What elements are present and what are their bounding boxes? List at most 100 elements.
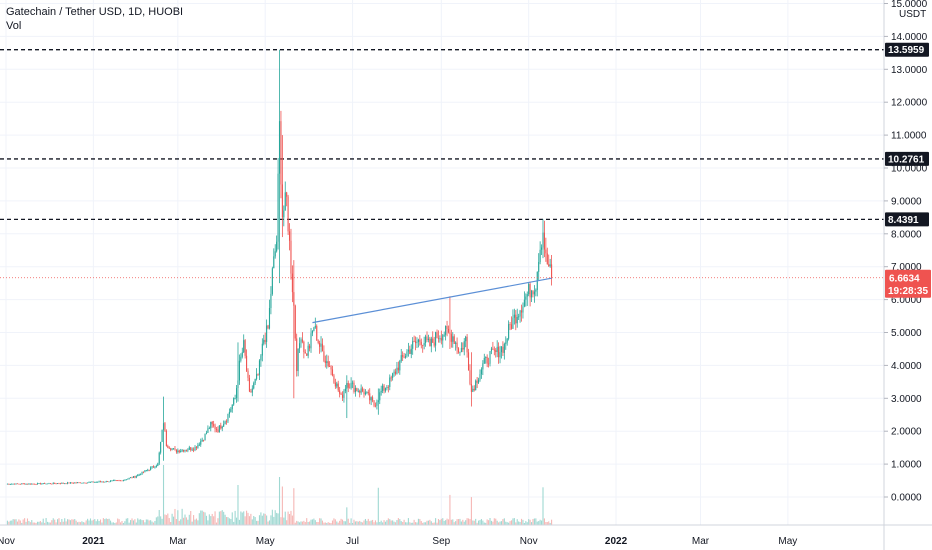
volume-bar bbox=[205, 515, 208, 525]
volume-bar bbox=[346, 507, 348, 525]
volume-bar bbox=[359, 520, 361, 525]
candle-body bbox=[99, 481, 102, 483]
candle-body bbox=[393, 371, 395, 374]
volume-bar bbox=[370, 520, 372, 525]
candle-body bbox=[532, 290, 534, 295]
y-tick-label: 10.0000 bbox=[891, 164, 928, 175]
candle-body bbox=[492, 348, 494, 350]
volume-bar bbox=[278, 477, 281, 525]
candle-body bbox=[493, 349, 495, 351]
volume-bar bbox=[529, 519, 531, 525]
volume-bar bbox=[117, 518, 119, 525]
candle-body bbox=[403, 356, 405, 358]
volume-bar bbox=[172, 516, 175, 525]
candle-body bbox=[71, 482, 73, 484]
candle-body bbox=[496, 346, 498, 352]
volume-bar bbox=[161, 518, 163, 525]
y-tick-label: 7.0000 bbox=[891, 262, 922, 273]
candle-body bbox=[257, 374, 259, 375]
candle-body bbox=[323, 351, 325, 361]
volume-bar bbox=[97, 519, 99, 525]
x-tick-label: 2022 bbox=[605, 536, 628, 547]
volume-bar bbox=[329, 522, 331, 525]
candle-body bbox=[346, 382, 348, 389]
volume-bar bbox=[167, 513, 169, 525]
volume-bar bbox=[310, 519, 312, 525]
candle-body bbox=[425, 336, 427, 343]
candle-body bbox=[515, 314, 517, 324]
volume-bar bbox=[237, 485, 239, 525]
volume-bar bbox=[495, 518, 497, 525]
candle-body bbox=[412, 341, 414, 349]
candle-body bbox=[291, 273, 293, 293]
candle-body bbox=[210, 421, 212, 429]
candle-body bbox=[506, 338, 508, 343]
candle-body bbox=[510, 324, 513, 329]
candle-body bbox=[462, 348, 464, 350]
volume-bar bbox=[52, 518, 54, 525]
candle-body bbox=[314, 325, 316, 328]
volume-bar bbox=[551, 519, 553, 525]
volume-bar bbox=[21, 522, 23, 525]
candle-body bbox=[108, 481, 110, 483]
candle-body bbox=[449, 332, 451, 335]
volume-bar bbox=[254, 517, 256, 525]
volume-bar bbox=[319, 518, 321, 525]
volume-bar bbox=[274, 510, 276, 525]
volume-bar bbox=[26, 518, 29, 525]
volume-bar bbox=[75, 520, 77, 525]
volume-bar bbox=[203, 511, 205, 525]
candle-body bbox=[321, 343, 324, 352]
volume-bar bbox=[422, 522, 424, 525]
volume-bar bbox=[284, 511, 286, 525]
candle-body bbox=[326, 361, 328, 364]
volume-bar bbox=[340, 518, 342, 525]
volume-bar bbox=[406, 522, 408, 525]
candle-body bbox=[175, 449, 177, 453]
volume-bar bbox=[55, 522, 57, 525]
candle-body bbox=[24, 483, 26, 485]
candle-body bbox=[31, 483, 33, 485]
volume-bar bbox=[215, 522, 218, 525]
level-tag bbox=[885, 42, 929, 57]
volume-bar bbox=[213, 516, 215, 525]
volume-bar bbox=[453, 522, 455, 525]
candle-body bbox=[453, 336, 455, 344]
price-tags: 13.5959 10.2761 8.4391 6.6634 19:28:35 bbox=[885, 42, 931, 298]
volume-bar bbox=[331, 520, 334, 525]
volume-bar bbox=[61, 519, 63, 525]
x-axis[interactable]: Nov 2021 Mar May Jul Sep Nov 2022 Mar May bbox=[0, 524, 932, 547]
volume-bar bbox=[48, 522, 50, 525]
candle-body bbox=[130, 477, 132, 479]
volume-bar bbox=[244, 516, 246, 525]
volume-bar bbox=[313, 518, 315, 525]
candle-body bbox=[114, 480, 116, 482]
candle-body bbox=[470, 383, 472, 392]
volume-bar bbox=[194, 519, 196, 525]
volume-bar bbox=[261, 515, 263, 525]
volume-bar bbox=[273, 516, 275, 525]
candle-body bbox=[107, 481, 109, 482]
candle-body bbox=[238, 360, 240, 381]
last-price-label: 6.6634 bbox=[889, 273, 920, 284]
x-tick-label: Mar bbox=[692, 536, 710, 547]
volume-bar bbox=[435, 518, 437, 525]
candle-body bbox=[485, 356, 487, 358]
volume-bar bbox=[201, 510, 203, 525]
candle-body bbox=[299, 343, 301, 349]
candle-body bbox=[250, 391, 252, 393]
candle-body bbox=[377, 400, 379, 403]
volume-bar bbox=[367, 518, 369, 525]
candle-body bbox=[140, 474, 142, 476]
candle-body bbox=[366, 391, 368, 393]
candle-body bbox=[278, 121, 281, 174]
volume-bar bbox=[95, 521, 97, 525]
volume-bar bbox=[175, 519, 177, 525]
volume-bar bbox=[447, 519, 450, 525]
y-axis[interactable]: 15.0000 14.0000 13.0000 12.0000 11.0000 10.00… bbox=[883, 0, 928, 550]
candle-body bbox=[261, 343, 263, 356]
volume-bar bbox=[357, 521, 359, 525]
volume-bar bbox=[343, 521, 345, 525]
volume-bar bbox=[109, 520, 112, 525]
